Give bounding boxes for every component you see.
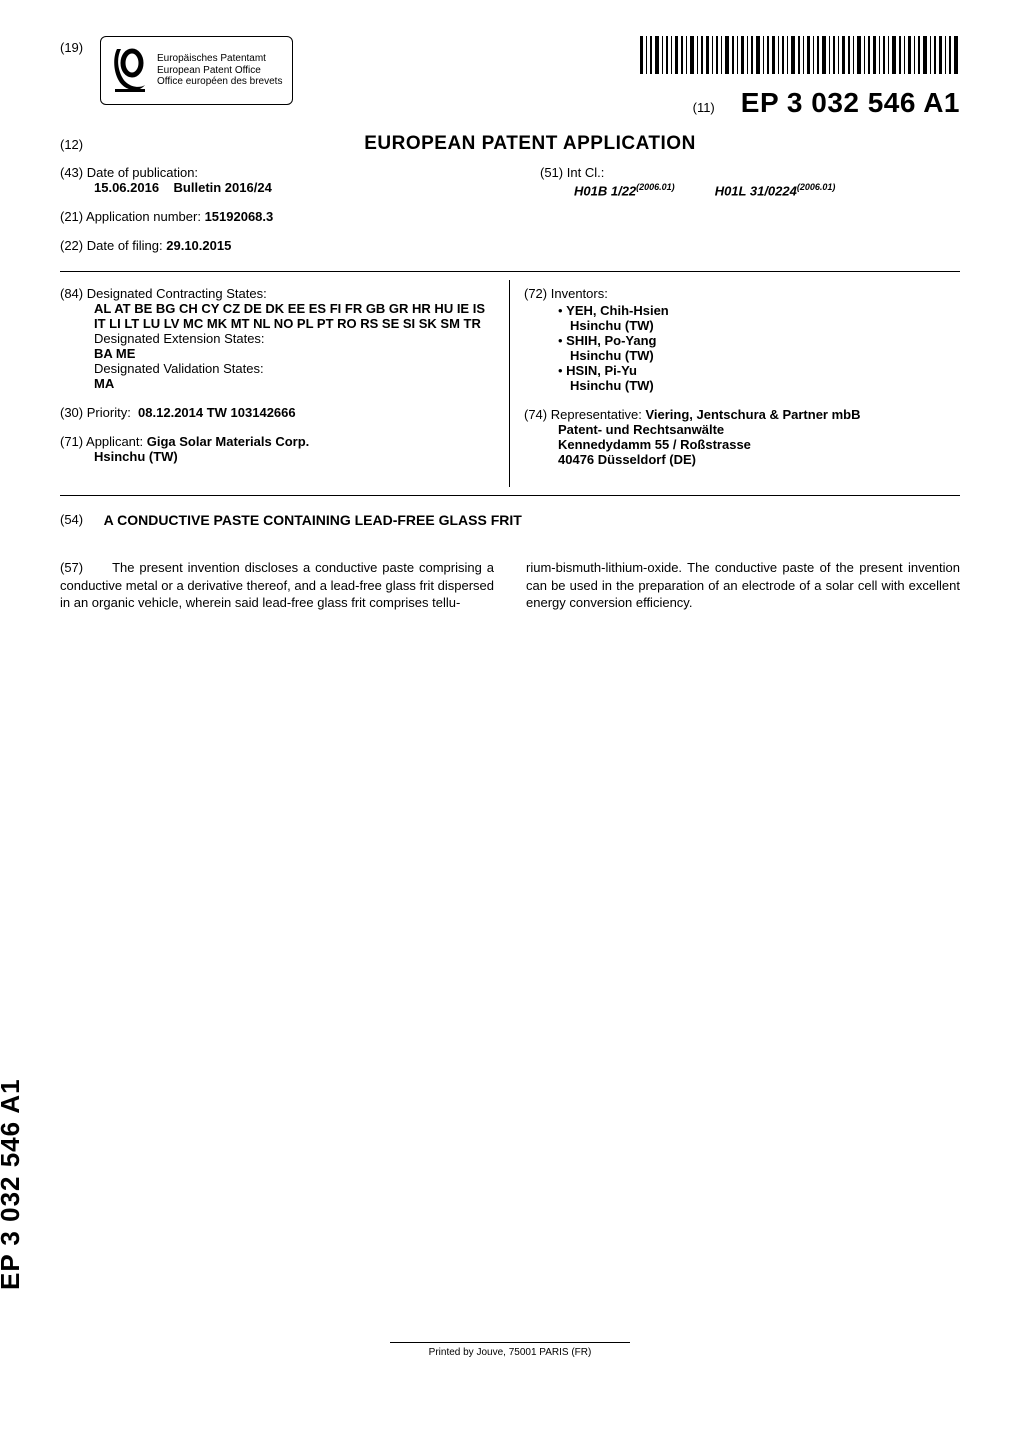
- publication-date: 15.06.2016: [94, 180, 159, 195]
- abstract-text-col2: rium-bismuth-lithium-oxide. The conducti…: [526, 560, 960, 610]
- abstract-col2: rium-bismuth-lithium-oxide. The conducti…: [526, 559, 960, 612]
- label-extension-states: Designated Extension States:: [94, 331, 495, 346]
- validation-states: MA: [94, 376, 495, 391]
- inid-19: (19): [60, 36, 100, 55]
- label-date-of-filing: Date of filing:: [87, 238, 163, 253]
- abstract-col1: (57) The present invention discloses a c…: [60, 559, 494, 612]
- label-application-number: Application number:: [86, 209, 201, 224]
- epo-logo-icon: [109, 43, 149, 98]
- label-applicant: Applicant:: [86, 434, 143, 449]
- inventor-2-address: Hsinchu (TW): [570, 378, 960, 393]
- barcode: [640, 36, 960, 77]
- office-name-de: Europäisches Patentamt: [157, 53, 282, 65]
- inid-57: (57): [60, 560, 83, 575]
- label-int-cl: Int Cl.:: [567, 165, 605, 180]
- bulletin: Bulletin 2016/24: [174, 180, 272, 195]
- ipc-code-1-code: H01L 31/0224: [715, 183, 797, 198]
- inid-74: (74): [524, 407, 547, 422]
- label-date-of-publication: Date of publication:: [87, 165, 198, 180]
- inid-22: (22): [60, 238, 83, 253]
- label-contracting-states: Designated Contracting States:: [87, 286, 267, 301]
- priority-value: 08.12.2014 TW 103142666: [138, 405, 296, 420]
- inventor-1: SHIH, Po-Yang Hsinchu (TW): [558, 333, 960, 363]
- ipc-code-1-version: (2006.01): [797, 182, 836, 192]
- inventor-0-name: YEH, Chih-Hsien: [566, 303, 669, 318]
- epo-logo-box: Europäisches Patentamt European Patent O…: [100, 36, 293, 105]
- inventor-1-name: SHIH, Po-Yang: [566, 333, 656, 348]
- applicant-name: Giga Solar Materials Corp.: [147, 434, 310, 449]
- inid-71: (71): [60, 434, 83, 449]
- extension-states: BA ME: [94, 346, 495, 361]
- office-name-fr: Office européen des brevets: [157, 76, 282, 88]
- inid-11: (11): [693, 100, 715, 115]
- ipc-code-0-version: (2006.01): [636, 182, 675, 192]
- publication-number: EP 3 032 546 A1: [741, 87, 960, 119]
- application-number: 15192068.3: [205, 209, 274, 224]
- office-name-en: European Patent Office: [157, 65, 282, 77]
- divider-top: [60, 271, 960, 272]
- inid-72: (72): [524, 286, 547, 301]
- footer-rule: [390, 1342, 630, 1343]
- ipc-code-0-code: H01B 1/22: [574, 183, 636, 198]
- inventor-1-address: Hsinchu (TW): [570, 348, 960, 363]
- document-kind: EUROPEAN PATENT APPLICATION: [100, 133, 960, 155]
- representative-line2: Patent- und Rechtsanwälte: [558, 422, 960, 437]
- label-priority: Priority:: [87, 405, 131, 420]
- label-representative: Representative:: [551, 407, 642, 422]
- representative-name: Viering, Jentschura & Partner mbB: [645, 407, 860, 422]
- representative-line4: 40476 Düsseldorf (DE): [558, 452, 960, 467]
- inid-43: (43): [60, 165, 83, 180]
- inventor-0-address: Hsinchu (TW): [570, 318, 960, 333]
- footer-text: Printed by Jouve, 75001 PARIS (FR): [429, 1347, 592, 1358]
- side-publication-number: EP 3 032 546 A1: [0, 1078, 26, 1290]
- invention-title: A CONDUCTIVE PASTE CONTAINING LEAD-FREE …: [104, 512, 522, 528]
- inid-12: (12): [60, 137, 100, 152]
- inid-54: (54): [60, 512, 100, 527]
- ipc-code-0: H01B 1/22(2006.01): [574, 182, 675, 198]
- filing-date: 29.10.2015: [166, 238, 231, 253]
- applicant-address: Hsinchu (TW): [94, 449, 495, 464]
- inventor-0: YEH, Chih-Hsien Hsinchu (TW): [558, 303, 960, 333]
- inid-30: (30): [60, 405, 83, 420]
- inventor-2: HSIN, Pi-Yu Hsinchu (TW): [558, 363, 960, 393]
- inid-51: (51): [540, 165, 563, 180]
- representative-line3: Kennedydamm 55 / Roßstrasse: [558, 437, 960, 452]
- contracting-states: AL AT BE BG CH CY CZ DE DK EE ES FI FR G…: [94, 301, 495, 331]
- abstract-text-col1: The present invention discloses a conduc…: [60, 560, 494, 610]
- inventor-2-name: HSIN, Pi-Yu: [566, 363, 637, 378]
- inid-21: (21): [60, 209, 83, 224]
- inid-84: (84): [60, 286, 83, 301]
- ipc-code-1: H01L 31/0224(2006.01): [715, 182, 836, 198]
- label-validation-states: Designated Validation States:: [94, 361, 495, 376]
- label-inventors: Inventors:: [551, 286, 608, 301]
